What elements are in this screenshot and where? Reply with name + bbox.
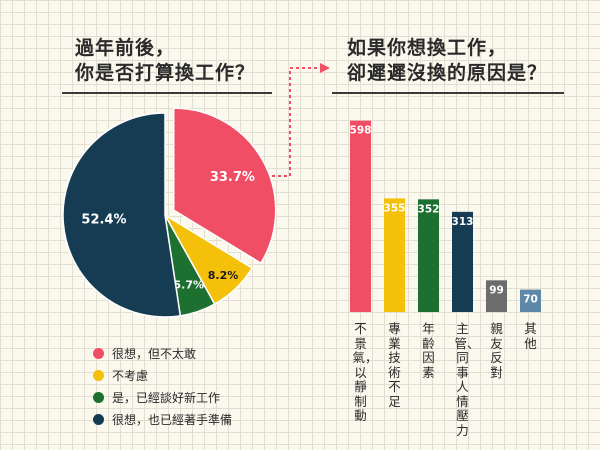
bar-category-label: 主管、同事人情壓力 (454, 321, 480, 438)
bar (384, 198, 405, 312)
pie-slice-label: 8.2% (208, 269, 239, 282)
legend-item: 不考慮 (93, 364, 232, 386)
bar-category-label: 其他 (524, 321, 537, 351)
pie-chart-title: 過年前後， 你是否打算換工作？ (75, 36, 255, 86)
legend-dot (93, 369, 104, 381)
legend-label: 很想，但不太敢 (112, 346, 197, 361)
pie-slice-label: 52.4% (81, 213, 126, 228)
bar-value-label: 352 (418, 203, 440, 215)
pie-title-line-2: 你是否打算換工作？ (75, 62, 256, 84)
bar (350, 120, 371, 312)
bar-category-label: 不景氣，以靜制動 (352, 321, 378, 423)
legend-label: 很想，也已經著手準備 (112, 412, 233, 427)
pie-slice (62, 112, 182, 318)
pie-title-underline (62, 92, 272, 94)
bar-value-label: 99 (489, 284, 504, 296)
connector-arrow-icon (320, 63, 330, 73)
bar (486, 280, 507, 312)
bar-category-label: 年齡因素 (422, 321, 435, 380)
legend-item: 是，已經談好新工作 (93, 386, 232, 408)
pie-slice-label: 33.7% (210, 170, 255, 185)
pie-slice (172, 107, 277, 265)
legend-item: 很想，但不太敢 (93, 342, 232, 364)
bar-category-label: 專業技術不足 (388, 321, 401, 409)
bar-category-label: 親友反對 (490, 321, 503, 380)
pie-legend: 很想，但不太敢 不考慮 是，已經談好新工作 很想，也已經著手準備 (93, 342, 232, 430)
pie-slice-label: 5.7% (174, 278, 205, 291)
bar (418, 199, 439, 312)
bar-value-label: 355 (384, 202, 406, 214)
bar-title-line-1: 如果你想換工作， (347, 37, 508, 59)
bar-value-label: 313 (452, 216, 474, 228)
legend-label: 不考慮 (112, 368, 149, 383)
pie-title-line-1: 過年前後， (75, 37, 176, 59)
bar-value-label: 70 (523, 294, 538, 306)
bar (520, 289, 541, 312)
legend-dot (93, 391, 104, 403)
bar-chart-title: 如果你想換工作， 卻遲遲沒換的原因是？ (347, 36, 547, 86)
bar (452, 211, 473, 312)
legend-label: 是，已經談好新工作 (112, 390, 221, 405)
legend-dot (93, 347, 104, 359)
legend-dot (93, 413, 104, 425)
connector-line (254, 67, 325, 177)
bar-title-line-2: 卻遲遲沒換的原因是？ (347, 62, 548, 84)
legend-item: 很想，也已經著手準備 (93, 408, 232, 430)
bar-title-underline (332, 92, 564, 94)
bar-value-label: 598 (350, 125, 372, 137)
